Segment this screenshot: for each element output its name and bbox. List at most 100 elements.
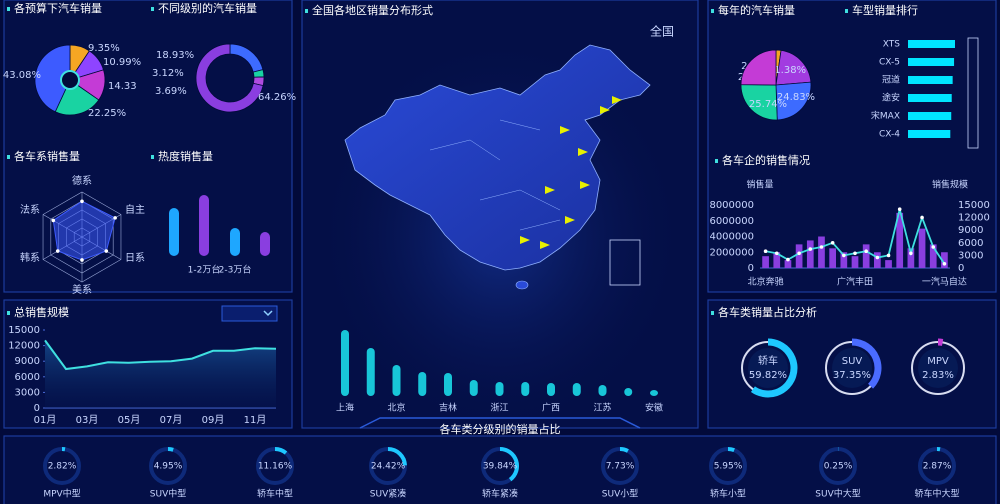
gauge-value: 0.25% xyxy=(824,462,853,472)
x-tick-label: 吉林 xyxy=(439,402,457,414)
gauge-name: 轿车小型 xyxy=(710,488,746,500)
gauge-arc xyxy=(387,447,407,466)
panel-title: 车型销量排行 xyxy=(852,3,918,17)
gauge-value: 24.42% xyxy=(371,462,406,472)
radar-label: 法系 xyxy=(20,203,40,216)
gauge-arc xyxy=(619,447,629,453)
radar-label: 自主 xyxy=(125,203,145,216)
y-tick-label: 9000 xyxy=(15,356,40,367)
bar xyxy=(260,232,270,256)
value-label: 25.74% xyxy=(749,99,787,110)
line-point xyxy=(842,253,846,258)
bar xyxy=(908,58,955,66)
radar-label: 韩系 xyxy=(20,251,40,264)
china-map xyxy=(344,44,651,271)
panel xyxy=(3,0,293,293)
y-tick-label: 冠道 xyxy=(882,74,900,86)
x-tick-label: 09月 xyxy=(202,414,225,426)
province-borders xyxy=(429,119,561,231)
value-label: 9.35% xyxy=(88,43,120,54)
bar xyxy=(392,365,401,396)
bar xyxy=(908,130,951,138)
bar xyxy=(598,385,607,396)
bar xyxy=(418,372,427,396)
bar xyxy=(521,382,530,396)
gauge-core xyxy=(748,348,788,388)
x-tick-label: 05月 xyxy=(118,414,141,426)
gauge-arc xyxy=(851,338,882,389)
gauge-arc xyxy=(167,447,174,452)
y2-axis-label: 销售规模 xyxy=(932,179,968,191)
bar xyxy=(941,252,948,268)
bar xyxy=(840,252,848,268)
gauge-value: 5.95% xyxy=(714,462,743,472)
bar xyxy=(908,76,953,84)
bar xyxy=(366,348,375,396)
x-tick-label: 广西 xyxy=(542,402,560,414)
bar xyxy=(547,383,555,396)
bar xyxy=(885,260,892,268)
y2-tick-label: 9000 xyxy=(958,225,983,236)
gauge-name: MPV xyxy=(927,356,949,367)
radar-point xyxy=(51,218,56,223)
gauge-name: SUV小型 xyxy=(602,489,638,500)
panel-title: 各车系销售量 xyxy=(14,149,80,163)
y-tick-label: 0 xyxy=(34,403,40,414)
panel-title: 总销售规模 xyxy=(14,305,69,319)
dropdown-arrow xyxy=(263,310,273,317)
line-point xyxy=(786,257,790,262)
x-tick-label: 上海 xyxy=(336,402,354,414)
gauge-name: MPV中型 xyxy=(43,488,80,500)
title-icon xyxy=(151,155,154,159)
line-point xyxy=(920,215,924,220)
panel-title: 不同级别的汽车销量 xyxy=(158,1,257,15)
y-tick-label: 8000000 xyxy=(709,200,754,211)
y-tick-label: 3000 xyxy=(15,387,40,398)
bar xyxy=(929,244,937,268)
gauge-name: SUV紧凑 xyxy=(370,488,406,500)
line xyxy=(44,339,277,371)
y-tick-label: CX-5 xyxy=(879,58,900,68)
bar xyxy=(572,383,581,396)
line-point xyxy=(897,207,902,211)
bar xyxy=(784,260,792,268)
gauge-value: 7.73% xyxy=(606,462,635,472)
x-tick-label: 1-2万台 xyxy=(188,264,221,276)
line-point xyxy=(875,255,880,260)
title-icon xyxy=(151,7,154,11)
panel-title: 各车企的销售情况 xyxy=(722,153,810,167)
x-tick-label: 北京奔驰 xyxy=(748,276,784,288)
gauge-name: 轿车中大型 xyxy=(914,488,959,500)
bar xyxy=(806,240,814,268)
y-tick-label: 6000 xyxy=(15,372,40,383)
bar xyxy=(908,94,952,102)
gauge-value: 4.95% xyxy=(154,462,183,472)
line-point xyxy=(853,251,857,256)
y-axis-label: 销售量 xyxy=(746,179,773,191)
radar-point xyxy=(80,258,84,262)
bar xyxy=(444,373,452,396)
hainan xyxy=(515,280,529,290)
bar xyxy=(908,112,952,120)
y-tick-label: 6000000 xyxy=(709,216,754,227)
title-icon xyxy=(7,7,10,11)
line-point xyxy=(864,249,868,253)
radar-point xyxy=(113,216,117,220)
dropdown[interactable] xyxy=(221,305,278,322)
title-icon xyxy=(7,311,10,315)
radar-label: 日系 xyxy=(125,252,145,264)
bar xyxy=(650,390,658,396)
bar xyxy=(918,228,926,268)
y-tick-label: 15000 xyxy=(8,325,40,336)
title-icon xyxy=(7,155,10,159)
bar xyxy=(818,236,825,268)
bar xyxy=(874,252,881,268)
south-sea-box xyxy=(609,239,641,286)
x-tick-label: 07月 xyxy=(160,414,183,426)
line-point xyxy=(797,251,801,256)
panel-title: 各预算下汽车销量 xyxy=(14,1,102,15)
bar xyxy=(862,244,870,268)
value-label: 14.33 xyxy=(108,81,137,92)
line-point xyxy=(931,245,936,249)
y-tick-label: XTS xyxy=(883,40,901,50)
